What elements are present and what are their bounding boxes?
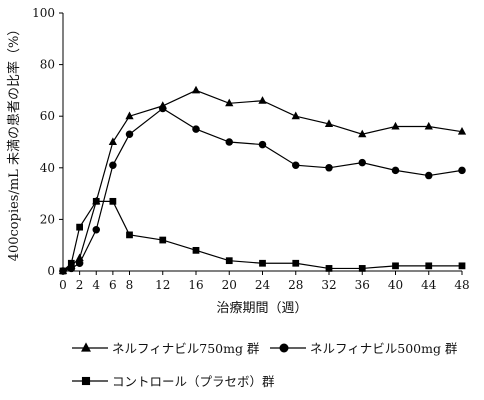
legend-item: ネルフィナビル500mg 群 <box>270 341 458 356</box>
circle-marker <box>425 171 433 180</box>
circle-marker <box>358 158 366 167</box>
square-marker <box>81 376 91 386</box>
circle-marker <box>458 166 466 175</box>
series-square <box>59 197 466 275</box>
y-tick-label: 80 <box>40 58 55 72</box>
series-line <box>62 200 462 272</box>
triangle-marker <box>108 137 117 145</box>
circle-marker <box>192 125 200 133</box>
circle-marker <box>279 343 289 353</box>
legend-item: ネルフィナビル750mg 群 <box>72 341 260 356</box>
x-axis-title: 治療期間（週） <box>216 301 307 316</box>
square-marker <box>59 267 67 275</box>
square-marker <box>425 262 433 270</box>
legend-item: コントロール（プラセボ）群 <box>72 374 275 389</box>
square-marker <box>259 259 266 267</box>
x-tick-label: 8 <box>126 278 134 292</box>
series-circle <box>59 104 466 275</box>
axes <box>59 12 463 275</box>
circle-marker <box>125 130 134 139</box>
triangle-marker <box>391 121 400 130</box>
x-tick-label: 36 <box>355 278 370 292</box>
triangle-marker <box>291 111 300 120</box>
square-marker <box>67 259 75 267</box>
series-line <box>62 107 463 272</box>
triangle-marker <box>225 98 234 107</box>
x-tick-label: 20 <box>222 278 237 292</box>
y-tick-label: 100 <box>32 6 55 20</box>
x-tick-label: 24 <box>255 278 271 292</box>
triangle-marker <box>457 127 467 135</box>
x-tick-label: 0 <box>59 278 67 292</box>
triangle-marker <box>424 121 433 130</box>
square-marker <box>358 265 366 272</box>
x-tick-label: 16 <box>188 278 203 292</box>
triangle-marker <box>81 342 91 352</box>
x-tick-label: 28 <box>288 278 303 292</box>
circle-marker <box>292 161 300 169</box>
square-marker <box>126 231 133 239</box>
triangle-marker <box>125 111 134 120</box>
x-tick-label: 12 <box>155 278 170 292</box>
legend-label: ネルフィナビル750mg 群 <box>112 341 260 356</box>
square-marker <box>192 246 200 254</box>
series-layer <box>58 85 467 275</box>
x-tick-label: 6 <box>109 278 117 292</box>
square-marker <box>92 197 100 205</box>
x-tick-label: 4 <box>92 278 100 292</box>
y-tick-label: 0 <box>47 264 55 278</box>
triangle-marker <box>258 96 267 104</box>
y-tick-label: 40 <box>40 161 55 175</box>
triangle-marker <box>358 129 367 138</box>
legend-label: コントロール（プラセボ）群 <box>112 374 275 389</box>
series-triangle <box>58 85 467 274</box>
x-tick-label: 44 <box>421 278 437 292</box>
square-marker <box>458 262 466 270</box>
legend: ネルフィナビル750mg 群 ネルフィナビル500mg 群コントロール（プラセボ）… <box>72 341 458 389</box>
circle-marker <box>391 166 400 175</box>
circle-marker <box>225 138 233 146</box>
square-marker <box>159 236 167 244</box>
square-marker <box>109 197 117 205</box>
x-tick-label: 48 <box>454 278 469 292</box>
square-marker <box>392 262 399 270</box>
triangle-marker <box>191 85 201 94</box>
y-axis-title: 400copies/mL 未満の患者の比率（%） <box>6 23 22 262</box>
x-tick-label: 40 <box>388 278 403 292</box>
series-line <box>62 89 463 272</box>
legend-label: ネルフィナビル500mg 群 <box>310 341 458 356</box>
circle-marker <box>75 259 84 268</box>
circle-marker <box>325 164 333 172</box>
circle-marker <box>258 140 267 149</box>
circle-marker <box>92 225 100 234</box>
triangle-marker <box>324 119 334 127</box>
square-marker <box>225 257 233 265</box>
circle-marker <box>159 104 167 113</box>
square-marker <box>292 259 300 267</box>
square-marker <box>325 265 333 272</box>
x-tick-label: 2 <box>76 278 84 292</box>
square-marker <box>76 223 83 231</box>
x-tick-label: 32 <box>321 278 336 292</box>
y-tick-label: 60 <box>40 109 55 123</box>
y-tick-label: 20 <box>40 212 55 226</box>
circle-marker <box>109 161 117 169</box>
